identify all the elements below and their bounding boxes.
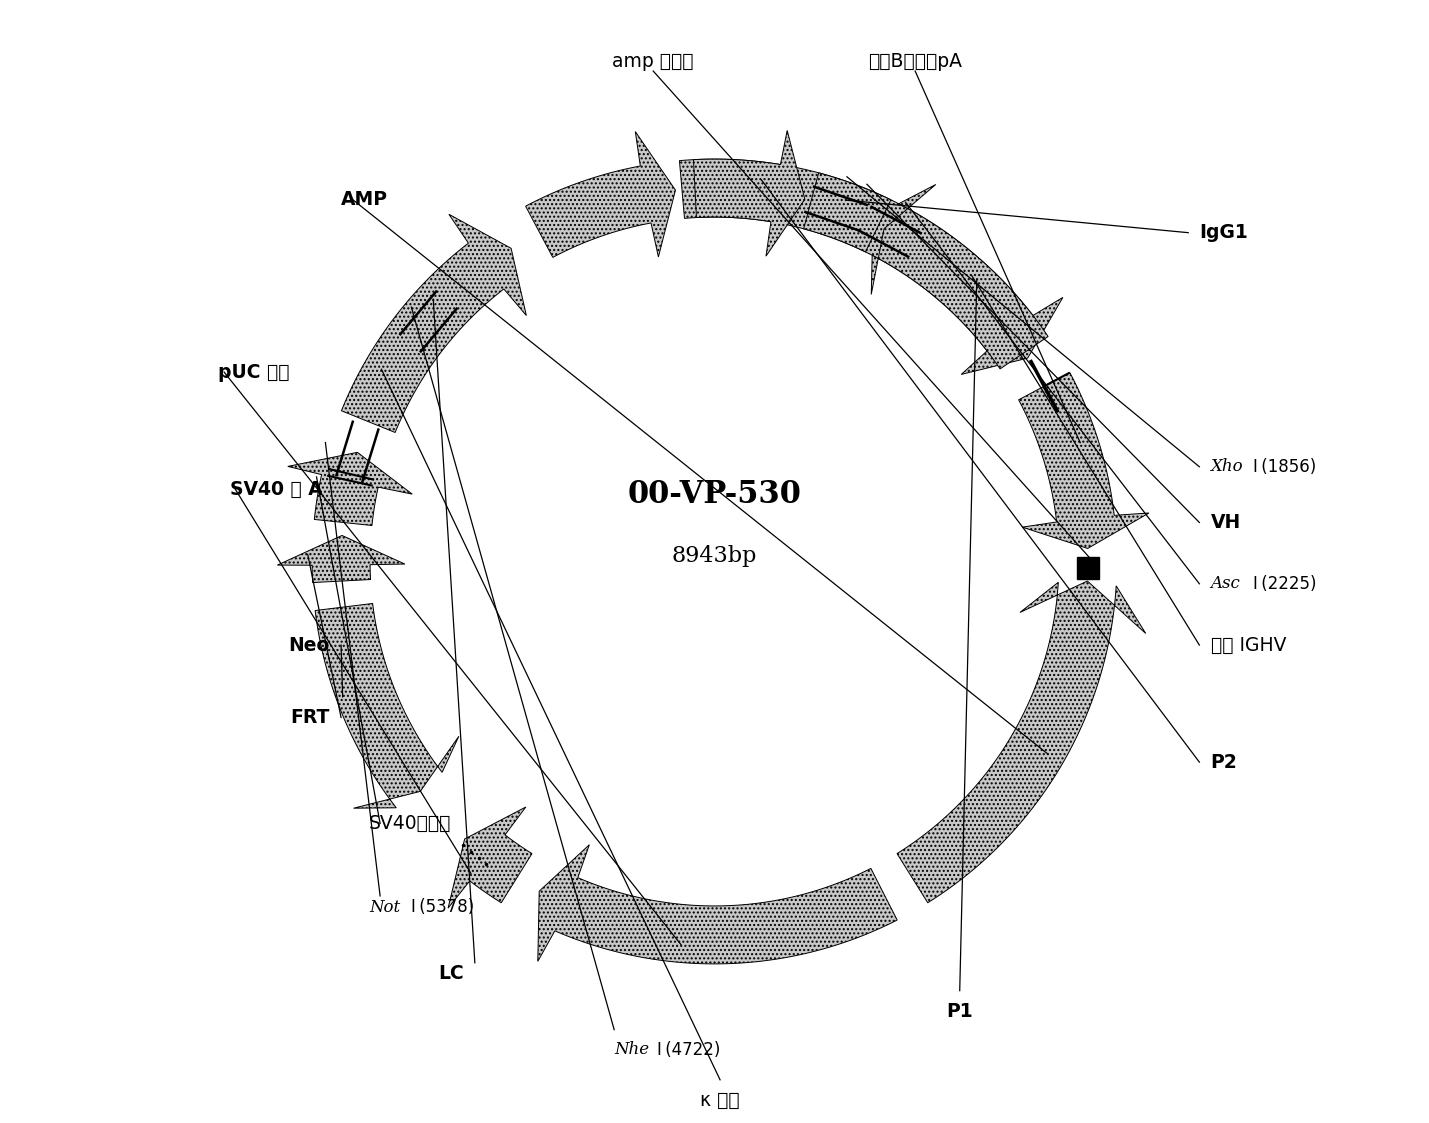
Polygon shape xyxy=(693,130,805,256)
Text: I (4722): I (4722) xyxy=(656,1041,720,1059)
Polygon shape xyxy=(526,131,676,257)
Bar xyxy=(1076,557,1099,579)
Polygon shape xyxy=(872,184,1047,368)
Polygon shape xyxy=(1019,373,1149,548)
Text: Nhe: Nhe xyxy=(614,1041,649,1058)
Polygon shape xyxy=(287,453,412,526)
Text: pUC 起点: pUC 起点 xyxy=(219,363,290,382)
Polygon shape xyxy=(897,581,1146,903)
Polygon shape xyxy=(277,536,404,583)
Text: κ 前导: κ 前导 xyxy=(700,1090,740,1110)
Text: 家兔B珠蛋白pA: 家兔B珠蛋白pA xyxy=(869,52,962,71)
Text: SV40终止子: SV40终止子 xyxy=(369,814,452,833)
Text: P1: P1 xyxy=(946,1002,973,1021)
Text: VH: VH xyxy=(1210,513,1240,532)
Text: FRT: FRT xyxy=(290,709,330,727)
Polygon shape xyxy=(537,844,897,964)
Polygon shape xyxy=(679,159,1063,374)
Text: I (1856): I (1856) xyxy=(1253,458,1316,476)
Text: 00-VP-530: 00-VP-530 xyxy=(627,480,802,510)
Polygon shape xyxy=(803,173,890,252)
Polygon shape xyxy=(449,807,532,909)
Polygon shape xyxy=(316,603,459,809)
Text: amp 启动子: amp 启动子 xyxy=(613,52,694,71)
Text: IgG1: IgG1 xyxy=(1199,223,1248,243)
Text: Asc: Asc xyxy=(1210,575,1240,592)
Text: I (2225): I (2225) xyxy=(1253,575,1316,593)
Text: Neo: Neo xyxy=(289,636,330,655)
Text: Not: Not xyxy=(369,898,400,915)
Text: 8943bp: 8943bp xyxy=(672,545,757,567)
Text: SV40 聚 A: SV40 聚 A xyxy=(230,480,323,499)
Text: I (5378): I (5378) xyxy=(412,898,474,916)
Polygon shape xyxy=(342,214,526,432)
Text: P2: P2 xyxy=(1210,752,1238,772)
Text: 前导 IGHV: 前导 IGHV xyxy=(1210,636,1286,655)
Text: AMP: AMP xyxy=(342,190,389,209)
Text: Xho: Xho xyxy=(1210,458,1243,475)
Text: LC: LC xyxy=(437,965,463,984)
